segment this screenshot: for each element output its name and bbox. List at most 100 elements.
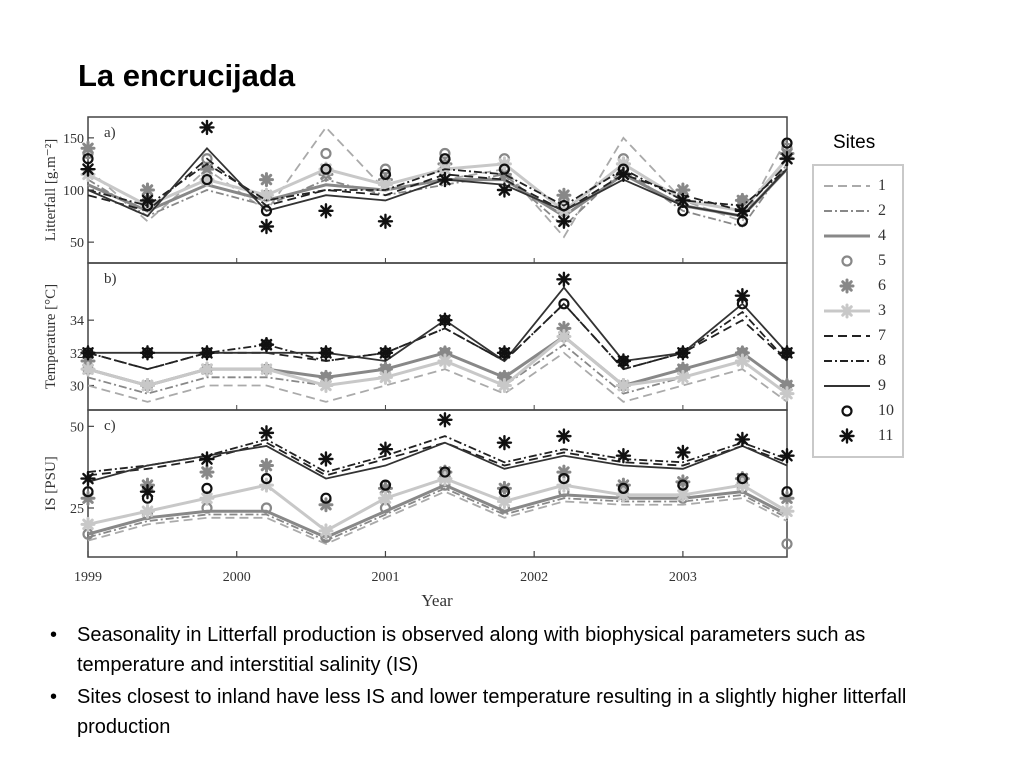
legend-swatch (841, 405, 853, 417)
legend-swatch (841, 255, 853, 267)
legend-swatch (824, 303, 870, 319)
legend-swatch (839, 428, 855, 444)
series-3-point (80, 361, 96, 377)
series-11-point (80, 161, 96, 177)
series-10-point (498, 486, 511, 498)
series-6-point (258, 172, 274, 188)
legend-label: 7 (878, 327, 886, 344)
series-3-point (139, 378, 155, 393)
series-3-point (496, 493, 512, 509)
series-10-markers (82, 466, 793, 504)
series-2-line (87, 487, 788, 542)
x-tick-label: 2002 (520, 570, 548, 585)
series-3-point (199, 361, 215, 377)
legend-entry-11: 11 (820, 426, 902, 447)
series-11-point (615, 166, 632, 183)
series-10-point (558, 298, 570, 310)
y-tick-label: 150 (63, 132, 84, 147)
series-10-point (677, 479, 689, 491)
x-axis-label: Year (421, 591, 453, 610)
series-11-point (139, 483, 156, 500)
y-tick-label: 32 (70, 347, 84, 362)
series-11-point (199, 345, 215, 361)
series-5-point (260, 502, 273, 514)
series-11-point (377, 345, 394, 361)
x-tick-label: 2003 (669, 570, 697, 585)
series-3-point (199, 490, 215, 506)
series-3-point (675, 369, 691, 385)
legend-marker (841, 405, 853, 417)
legend-entry-8: 8 (820, 351, 902, 372)
legend-label: 8 (878, 352, 886, 369)
series-3-point (556, 329, 572, 344)
bullet-text: Sites closest to inland have less IS and… (77, 686, 907, 738)
series-11-point (258, 336, 275, 353)
series-10-point (82, 486, 94, 498)
series-10-point (260, 473, 273, 485)
series-11-point (199, 451, 215, 467)
legend-title: Sites (833, 132, 876, 153)
series-3-point (675, 487, 691, 503)
legend-swatch (839, 278, 855, 294)
series-3-point (258, 361, 274, 377)
litterfall-chart: 50 100 150 a) Litterfall [g.m⁻²] 30 32 34 b) Temp… (43, 116, 795, 610)
series-2-line (87, 163, 788, 228)
legend-swatch (824, 360, 870, 362)
series-11-point (139, 345, 156, 361)
legend-entry-7: 7 (820, 326, 902, 347)
panel-label: a) (104, 125, 116, 141)
legend-entry-2: 2 (820, 201, 902, 222)
series-3-point (734, 353, 750, 369)
series-11-point (437, 171, 453, 188)
legend-marker (841, 255, 853, 267)
legend-entry-10: 10 (820, 401, 902, 422)
series-11-point (675, 444, 691, 461)
series-11-point (318, 203, 334, 219)
legend-label: 3 (878, 302, 886, 319)
series-11-point (496, 434, 513, 451)
series-10-point (617, 482, 630, 494)
series-11-point (734, 287, 751, 304)
bullet-list: • Seasonality in Litterfall production i… (50, 620, 950, 742)
bullet-dot-icon: • (50, 686, 58, 708)
bullet-text: Seasonality in Litterfall production is … (77, 624, 866, 676)
series-11-point (139, 192, 156, 209)
series-11-point (734, 431, 751, 448)
series-10-point (379, 168, 392, 180)
legend-entry-9: 9 (820, 376, 902, 397)
series-3-point (318, 378, 334, 393)
series-11-point (377, 441, 394, 457)
series-3-point (615, 378, 631, 393)
legend-label: 5 (878, 252, 886, 269)
series-1-line (87, 351, 788, 403)
series-11-point (675, 345, 691, 361)
legend-marker (839, 278, 855, 294)
series-3-point (139, 503, 155, 519)
series-11-point (779, 151, 795, 167)
series-11-point (779, 345, 795, 361)
y-axis-label: IS [PSU] (43, 456, 59, 511)
legend-label: 6 (878, 277, 886, 294)
legend-marker (839, 303, 855, 319)
series-11-point (199, 119, 215, 136)
series-11-point (377, 213, 394, 229)
legend-entry-1: 1 (820, 176, 902, 197)
series-11-point (779, 448, 795, 464)
series-6-point (675, 361, 691, 377)
series-11-point (258, 218, 275, 235)
bullet-item-2: • Sites closest to inland have less IS a… (50, 682, 950, 742)
legend-label: 10 (878, 402, 894, 419)
series-3-point (437, 353, 453, 369)
legend-label: 2 (878, 202, 886, 219)
series-10-point (558, 200, 570, 212)
series-3-point (496, 378, 512, 393)
series-5-point (781, 538, 793, 550)
legend-marker (839, 428, 855, 444)
legend-label: 9 (878, 377, 886, 394)
series-3-point (318, 523, 334, 539)
x-tick-label: 2000 (223, 570, 251, 585)
legend-entry-5: 5 (820, 251, 902, 272)
series-6-point (199, 464, 215, 480)
y-tick-label: 100 (63, 184, 84, 199)
series-11-point (496, 182, 513, 198)
